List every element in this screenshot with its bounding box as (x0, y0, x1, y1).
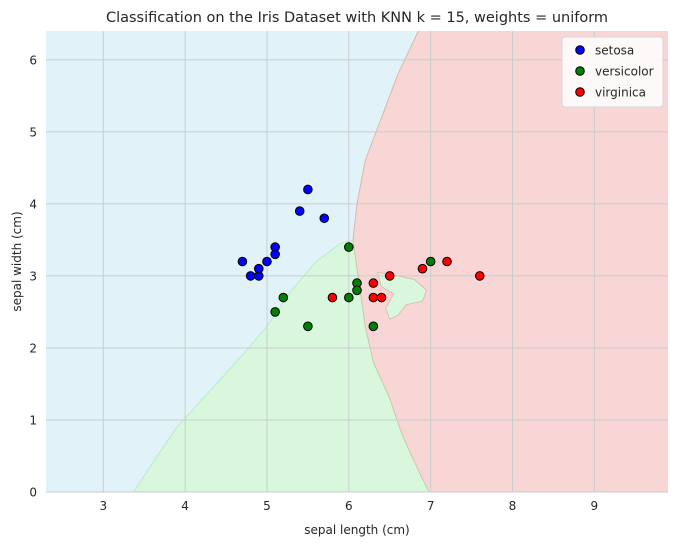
decision-regions (46, 31, 668, 492)
y-tick-label: 4 (29, 197, 37, 211)
point-virginica (368, 278, 379, 288)
point-virginica (417, 263, 428, 274)
y-tick-label: 0 (29, 486, 37, 500)
y-axis-label: sepal width (cm) (10, 211, 24, 311)
legend-box (561, 36, 664, 108)
legend-marker-virginica (575, 87, 585, 97)
x-tick-label: 3 (99, 499, 107, 513)
chart-title: Classification on the Iris Dataset with … (106, 10, 608, 26)
point-versicolor (270, 307, 280, 317)
x-axis-ticks: 3 4 5 6 7 8 9 (99, 499, 598, 513)
boundary-setosa-virginica (352, 31, 419, 240)
x-tick-label: 7 (427, 499, 435, 513)
point-virginica (368, 292, 379, 303)
point-setosa (303, 184, 313, 195)
x-tick-label: 6 (345, 499, 353, 513)
legend-marker-setosa (575, 45, 585, 55)
region-versicolor (133, 239, 429, 492)
point-setosa (270, 242, 280, 252)
region-versicolor-island (376, 271, 428, 320)
point-setosa (262, 256, 272, 267)
legend: setosa versicolor virginica (561, 36, 664, 108)
legend-label-virginica: virginica (595, 86, 646, 100)
point-setosa (319, 213, 330, 224)
legend-marker-versicolor (575, 66, 585, 76)
point-virginica (384, 271, 395, 281)
y-axis-ticks: 0 1 2 3 4 5 6 (29, 53, 37, 499)
y-tick-label: 3 (29, 269, 37, 283)
y-tick-label: 1 (29, 413, 37, 427)
x-axis-label: sepal length (cm) (304, 523, 409, 537)
boundary-versicolor-virginica (352, 239, 430, 492)
point-virginica (442, 256, 452, 267)
point-setosa (253, 263, 264, 274)
point-virginica (376, 292, 387, 303)
point-setosa (245, 271, 256, 281)
point-setosa (237, 256, 248, 267)
point-virginica (327, 292, 338, 303)
point-versicolor (344, 292, 354, 303)
point-setosa (294, 206, 305, 216)
boundary-setosa-versicolor (133, 239, 354, 492)
x-tick-label: 4 (181, 499, 189, 513)
x-tick-label: 8 (509, 499, 517, 513)
point-versicolor (352, 285, 362, 296)
point-versicolor (303, 321, 313, 332)
y-tick-label: 6 (29, 53, 37, 67)
point-versicolor (344, 242, 354, 252)
legend-label-versicolor: versicolor (595, 65, 654, 79)
y-tick-label: 5 (29, 125, 37, 139)
x-tick-label: 9 (591, 499, 599, 513)
region-virginica (352, 31, 668, 492)
point-virginica (474, 271, 485, 281)
y-tick-label: 2 (29, 341, 37, 355)
x-tick-label: 5 (263, 499, 271, 513)
legend-label-setosa: setosa (595, 44, 634, 58)
point-versicolor (425, 256, 436, 267)
plot-area (46, 31, 668, 493)
point-versicolor (278, 292, 289, 303)
data-points (237, 184, 485, 332)
point-versicolor (368, 321, 379, 332)
